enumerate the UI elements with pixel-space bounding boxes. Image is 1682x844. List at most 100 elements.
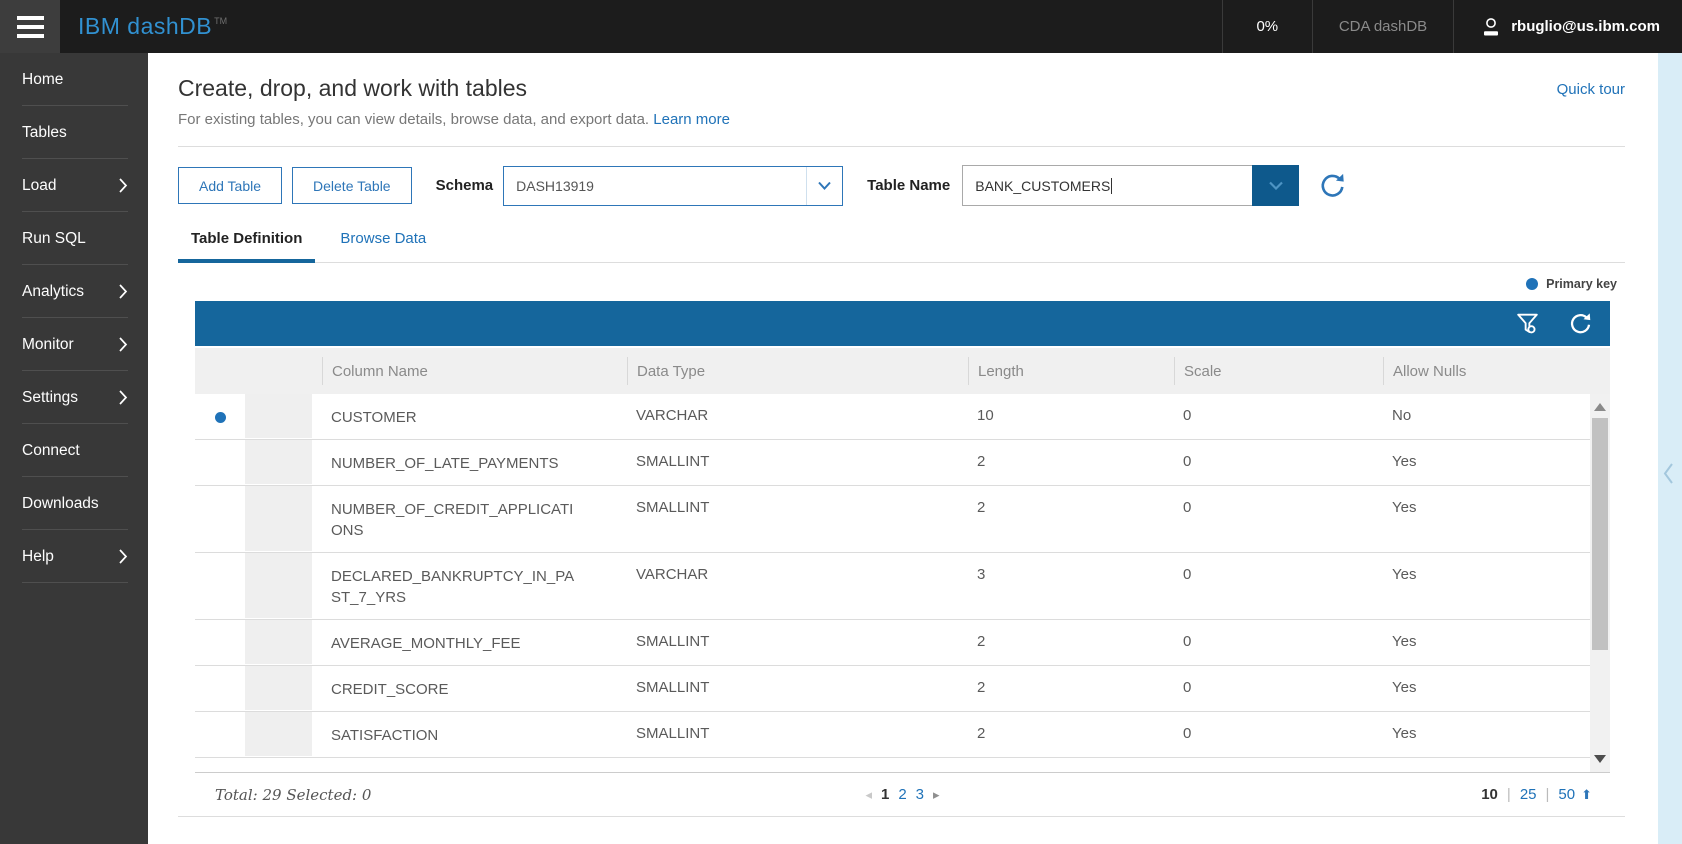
previous-page-icon[interactable]: ◂ [865, 786, 872, 802]
row-select-handle[interactable] [245, 394, 312, 438]
pagination: ◂ 1 2 3 ▸ [195, 786, 1610, 803]
table-controls: Add Table Delete Table Schema DASH13919 … [178, 165, 1625, 206]
bottom-divider [178, 816, 1625, 817]
table-header-row: Column Name Data Type Length Scale Allow… [195, 348, 1610, 394]
tab-bar: Table Definition Browse Data [178, 230, 1625, 263]
table-row: NUMBER_OF_CREDIT_APPLICATIONS SMALLINT 2… [195, 486, 1610, 553]
scroll-down-arrow-icon[interactable] [1594, 755, 1606, 763]
primary-key-legend: Primary key [178, 277, 1617, 291]
table-name-dropdown-button[interactable] [1252, 165, 1300, 206]
quick-tour-link[interactable]: Quick tour [1556, 81, 1625, 98]
table-toolbar [195, 301, 1610, 348]
cell-length: 3 [977, 566, 986, 583]
primary-key-label: Primary key [1546, 277, 1617, 291]
column-header-scale: Scale [1174, 357, 1383, 385]
next-page-icon[interactable]: ▸ [933, 786, 940, 802]
page-number-link[interactable]: 2 [898, 786, 907, 803]
scrollbar-thumb[interactable] [1592, 418, 1608, 650]
sidebar-item[interactable]: Help [0, 530, 148, 583]
product-name: IBM dashDB [78, 13, 213, 39]
divider [178, 146, 1625, 147]
table-name-label: Table Name [867, 177, 951, 194]
row-select-handle[interactable] [245, 440, 312, 484]
sidebar-item[interactable]: Monitor [0, 318, 148, 371]
row-select-handle[interactable] [245, 486, 312, 551]
row-select-handle[interactable] [245, 620, 312, 664]
cell-column-name: CUSTOMER [331, 409, 417, 426]
table-row: DECLARED_BANKRUPTCY_IN_PAST_7_YRS VARCHA… [195, 553, 1610, 620]
sidebar-item[interactable]: Run SQL [0, 212, 148, 265]
cell-length: 2 [977, 725, 986, 742]
chevron-right-icon [119, 284, 128, 299]
table-row: NUMBER_OF_LATE_PAYMENTS SMALLINT 2 0 Yes [195, 440, 1610, 486]
cell-allow-nulls: Yes [1392, 566, 1417, 583]
page-number-link[interactable]: 3 [915, 786, 925, 803]
sidebar-item-label: Help [22, 547, 54, 565]
user-menu[interactable]: rbuglio@us.ibm.com [1453, 0, 1682, 53]
sidebar-item-label: Settings [22, 388, 79, 406]
cell-data-type: SMALLINT [636, 679, 710, 696]
chevron-right-icon [119, 549, 128, 564]
app-logo: IBM dashDB TM [78, 0, 227, 53]
learn-more-link[interactable]: Learn more [653, 111, 730, 128]
filter-icon[interactable] [1514, 310, 1541, 337]
cell-scale: 0 [1183, 725, 1192, 742]
page-size-link[interactable]: 25 [1498, 786, 1537, 803]
scroll-up-arrow-icon[interactable] [1594, 403, 1606, 411]
cell-allow-nulls: Yes [1392, 679, 1417, 696]
tab-table-definition[interactable]: Table Definition [178, 230, 316, 263]
sidebar-item[interactable]: Tables [0, 106, 148, 159]
sidebar-item-label: Home [22, 70, 64, 88]
cell-length: 10 [977, 407, 994, 424]
sidebar-item[interactable]: Home [0, 53, 148, 106]
row-select-handle[interactable] [245, 666, 312, 710]
column-header-length: Length [968, 357, 1174, 385]
selection-summary: Total: 29 Selected: 0 [215, 785, 372, 804]
cell-length: 2 [977, 499, 986, 516]
tab-browse-data[interactable]: Browse Data [340, 230, 427, 247]
page-number-link[interactable]: 1 [880, 786, 890, 803]
row-select-handle[interactable] [245, 553, 312, 618]
right-side-panel [1658, 53, 1682, 844]
cell-scale: 0 [1183, 633, 1192, 650]
cell-length: 2 [977, 679, 986, 696]
cell-column-name: NUMBER_OF_LATE_PAYMENTS [331, 455, 559, 472]
cell-column-name: CREDIT_SCORE [331, 681, 449, 698]
vertical-scrollbar[interactable] [1590, 394, 1610, 772]
cell-scale: 0 [1183, 407, 1192, 424]
cell-scale: 0 [1183, 453, 1192, 470]
panel-collapse-chevron-icon[interactable] [1663, 463, 1674, 489]
column-header-name: Column Name [322, 357, 627, 385]
sidebar-item[interactable]: Downloads [0, 477, 148, 530]
cell-data-type: SMALLINT [636, 453, 710, 470]
table-definition-table: Column Name Data Type Length Scale Allow… [195, 301, 1610, 772]
schema-value: DASH13919 [516, 177, 594, 194]
refresh-tables-icon[interactable] [1317, 170, 1348, 201]
sidebar-item[interactable]: Settings [0, 371, 148, 424]
table-name-input[interactable]: BANK_CUSTOMERS [962, 165, 1253, 206]
cell-data-type: VARCHAR [636, 566, 709, 583]
table-body: CUSTOMER VARCHAR 10 0 No NUMBER_OF_LATE_… [195, 394, 1610, 772]
sidebar-item[interactable]: Connect [0, 424, 148, 477]
chevron-right-icon [119, 390, 128, 405]
page-size-up-icon[interactable]: ⬆ [1581, 786, 1592, 802]
cell-allow-nulls: No [1392, 407, 1412, 424]
trademark: TM [214, 15, 228, 26]
sidebar-item[interactable]: Analytics [0, 265, 148, 318]
hamburger-menu-icon[interactable] [0, 0, 60, 53]
sidebar-item-label: Run SQL [22, 229, 86, 247]
delete-table-button[interactable]: Delete Table [292, 167, 412, 204]
table-row: CUSTOMER VARCHAR 10 0 No [195, 394, 1610, 440]
cell-column-name: SATISFACTION [331, 727, 439, 744]
cell-scale: 0 [1183, 499, 1192, 516]
refresh-grid-icon[interactable] [1567, 310, 1594, 337]
page-size-link[interactable]: 50 [1537, 786, 1575, 803]
add-table-button[interactable]: Add Table [178, 167, 283, 204]
row-select-handle[interactable] [245, 712, 312, 756]
sidebar-item[interactable]: Load [0, 159, 148, 212]
page-size-link[interactable]: 10 [1481, 786, 1498, 803]
table-name-combo: BANK_CUSTOMERS [962, 165, 1300, 206]
schema-select[interactable]: DASH13919 [503, 165, 844, 206]
sidebar-item-label: Downloads [22, 494, 99, 512]
column-header-allow-nulls: Allow Nulls [1383, 357, 1610, 385]
